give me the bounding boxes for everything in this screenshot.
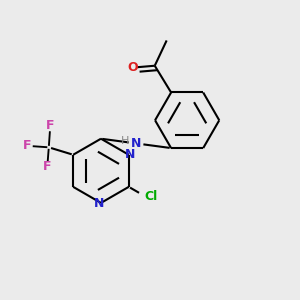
Text: N: N	[131, 137, 141, 150]
Text: Cl: Cl	[144, 190, 158, 203]
Text: O: O	[127, 61, 138, 74]
Text: H: H	[121, 136, 129, 146]
Text: F: F	[46, 119, 55, 132]
Text: N: N	[94, 197, 105, 210]
Text: F: F	[23, 139, 32, 152]
Text: F: F	[43, 160, 52, 173]
Text: N: N	[125, 148, 135, 161]
